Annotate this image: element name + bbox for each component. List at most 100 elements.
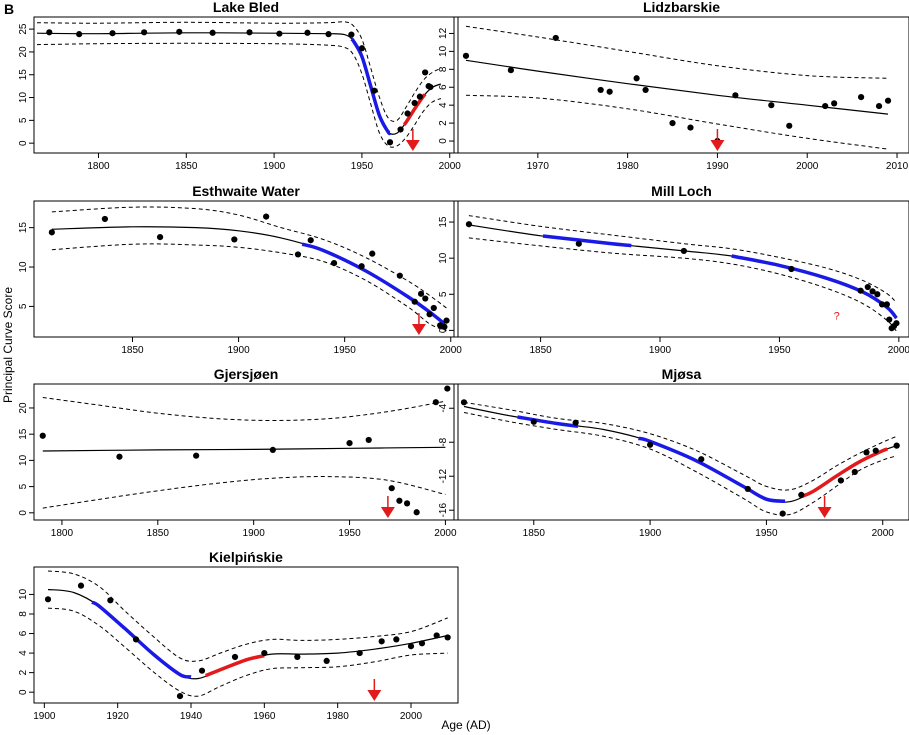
mill-loch-frame [453, 200, 909, 338]
panel-gjersjoen: Gjersjøen 1800 1850 1900 1950 2000 0 5 10 15 20 [18, 366, 459, 539]
gjersjoen-upper-band [42, 397, 446, 422]
esthwaite-water-data-point-18 [443, 317, 450, 324]
mill-loch-ytick-label-5: 5 [438, 291, 449, 297]
mill-loch-data-point-13 [893, 320, 900, 327]
lake-bled-red-segment-0 [402, 92, 427, 127]
esthwaite-water-arrow-head-0 [411, 324, 426, 335]
kielpinskie-data-point-12 [393, 636, 400, 643]
lake-bled-data-point-15 [404, 110, 411, 117]
lidzbarskie-data-point-8 [687, 124, 694, 131]
gjersjoen-xtick-label-1800: 1800 [51, 528, 74, 539]
gjersjoen-title: Gjersjøen [214, 366, 279, 382]
lidzbarskie-ytick-label-0: 0 [438, 138, 449, 144]
lake-bled-data-point-0 [46, 29, 53, 36]
esthwaite-water-xtick-label-2000: 2000 [440, 345, 463, 356]
kielpinskie-data-point-1 [77, 582, 85, 589]
kielpinskie-upper-band [47, 570, 448, 662]
gjersjoen-data-point-4 [346, 439, 353, 447]
esthwaite-water-data-point-14 [426, 311, 433, 318]
gjersjoen-ytick-label-0: 0 [18, 510, 29, 516]
gjersjoen-xtick-label-1850: 1850 [147, 528, 170, 539]
lidzbarskie-data-point-17 [884, 97, 892, 104]
esthwaite-water-data-point-7 [330, 259, 338, 267]
esthwaite-water-upper-band [51, 206, 447, 309]
mill-loch-ytick-label-10: 10 [438, 252, 449, 264]
lake-bled-data-point-2 [109, 30, 116, 37]
gjersjoen-frame [33, 383, 459, 521]
mill-loch-data-point-8 [879, 301, 886, 308]
kielpinskie-xtick-label-1900: 1900 [33, 711, 56, 722]
kielpinskie-data-point-11 [378, 638, 385, 645]
lidzbarskie-ytick-label-4: 4 [438, 102, 449, 108]
lake-bled-data-point-17 [416, 93, 423, 100]
gjersjoen-data-point-9 [413, 509, 420, 516]
esthwaite-water-ytick-label-15: 15 [18, 222, 29, 234]
gjersjoen-fit-line [42, 446, 446, 452]
kielpinskie-data-point-0 [44, 596, 52, 603]
kielpinskie-data-point-14 [418, 640, 426, 647]
kielpinskie-data-point-10 [356, 649, 363, 657]
lake-bled-data-point-10 [348, 31, 355, 38]
gjersjoen-ytick-label-20: 20 [18, 402, 29, 414]
lidzbarskie-data-point-0 [462, 52, 470, 59]
mill-loch-data-point-6 [869, 288, 876, 295]
mill-loch-data-point-0 [465, 221, 473, 228]
lake-bled-data-point-4 [176, 28, 183, 35]
mill-loch-data-point-7 [874, 291, 881, 298]
lidzbarskie-fit-line [465, 59, 889, 115]
esthwaite-water-ytick-label-5: 5 [18, 303, 29, 309]
mill-loch-xtick-label-1850: 1850 [529, 345, 552, 356]
kielpinskie-xtick-label-1920: 1920 [107, 711, 130, 722]
kielpinskie-lower-band [47, 607, 448, 697]
lidzbarskie-data-point-10 [732, 92, 739, 99]
mjosa-blue-segment-1 [638, 436, 786, 503]
mjosa-data-point-4 [698, 456, 705, 463]
lidzbarskie-data-point-7 [669, 120, 676, 127]
lidzbarskie-xtick-label-1990: 1990 [706, 161, 729, 172]
mill-loch-blue-segment-0 [542, 234, 632, 248]
kielpinskie-ytick-label-8: 8 [18, 611, 29, 617]
lake-bled-data-point-7 [276, 30, 283, 37]
kielpinskie-red-segment-0 [205, 653, 265, 678]
lidzbarskie-data-point-4 [606, 88, 613, 95]
esthwaite-water-xtick-label-1950: 1950 [334, 345, 357, 356]
mjosa-data-point-11 [872, 447, 879, 454]
lidzbarskie-ytick-label-8: 8 [438, 66, 449, 72]
lake-bled-xtick-label-1800: 1800 [87, 161, 110, 172]
panel-esthwaite-water: Esthwaite Water 1850 1900 1950 2000 5 10 15 [18, 183, 462, 356]
gjersjoen-data-point-6 [388, 485, 395, 492]
gjersjoen-xtick-label-1900: 1900 [243, 528, 266, 539]
lake-bled-lower-band [36, 42, 442, 148]
esthwaite-water-data-point-15 [430, 304, 437, 312]
lidzbarskie-data-point-13 [822, 102, 829, 110]
mjosa-data-point-6 [779, 510, 786, 517]
mjosa-lower-band [463, 412, 897, 516]
kielpinskie-data-point-15 [433, 632, 440, 639]
lake-bled-xtick-label-1850: 1850 [175, 161, 198, 172]
mjosa-ytick-label--12: -12 [438, 469, 449, 484]
gjersjoen-data-point-7 [396, 497, 403, 504]
esthwaite-water-title: Esthwaite Water [192, 183, 300, 199]
kielpinskie-data-point-4 [176, 692, 184, 700]
mjosa-xtick-label-1900: 1900 [639, 528, 662, 539]
gjersjoen-ytick-label-15: 15 [18, 428, 29, 440]
lidzbarskie-ytick-label-2: 2 [438, 120, 449, 126]
esthwaite-water-frame [33, 200, 459, 338]
mill-loch-ytick-label-0: 0 [438, 327, 449, 333]
lake-bled-arrow-head-0 [405, 140, 420, 151]
lidzbarskie-ytick-label-12: 12 [438, 27, 449, 39]
mill-loch-data-point-9 [883, 301, 890, 308]
gjersjoen-data-point-11 [444, 385, 451, 392]
esthwaite-water-data-point-17 [441, 323, 448, 331]
esthwaite-water-data-point-12 [417, 290, 425, 297]
kielpinskie-ytick-label-2: 2 [18, 669, 29, 675]
mill-loch-question-mark: ? [834, 311, 840, 323]
mjosa-ytick-label--8: -8 [438, 437, 449, 446]
mill-loch-lower-band [468, 237, 897, 332]
mill-loch-xtick-label-1950: 1950 [768, 345, 791, 356]
mjosa-blue-segment-0 [517, 415, 579, 428]
lidzbarskie-xtick-label-1980: 1980 [616, 161, 639, 172]
lake-bled-data-point-6 [246, 29, 253, 36]
lidzbarskie-xtick-label-1970: 1970 [527, 161, 550, 172]
